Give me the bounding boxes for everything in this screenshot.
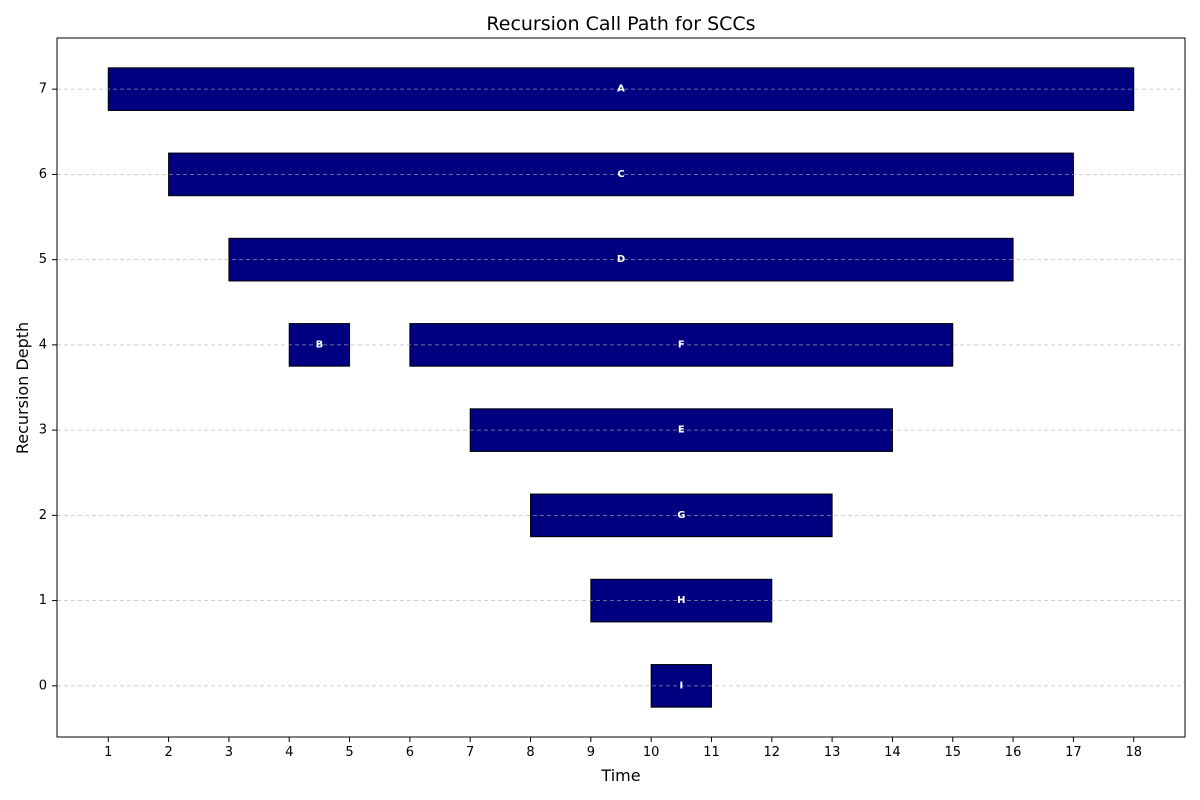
y-axis-ticks: 0 1 2 3 4 5 6 7 [39,82,57,693]
x-axis-label: Time [600,766,640,785]
x-tick-label: 10 [643,745,660,760]
x-tick-label: 5 [345,745,353,760]
x-tick-label: 4 [285,745,293,760]
x-tick-label: 11 [703,745,720,760]
bar-label-C: C [617,169,624,180]
bar-label-B: B [316,339,324,350]
x-tick-label: 7 [466,745,474,760]
y-tick-label: 2 [39,508,47,523]
bar-label-I: I [679,680,683,691]
x-tick-label: 1 [104,745,112,760]
x-tick-label: 16 [1005,745,1022,760]
bar-label-H: H [677,595,685,606]
bars [107,67,1135,708]
x-tick-label: 17 [1065,745,1082,760]
x-tick-label: 15 [944,745,961,760]
bar-labels: A C D B F E G H I [316,84,686,692]
bar-label-F: F [678,339,685,350]
x-tick-label: 9 [587,745,595,760]
y-tick-label: 5 [39,252,47,267]
y-tick-label: 1 [39,593,47,608]
gridlines [57,88,1185,687]
x-tick-label: 6 [406,745,414,760]
bar-label-D: D [617,254,625,265]
x-tick-label: 12 [764,745,781,760]
x-tick-label: 13 [824,745,841,760]
x-tick-label: 8 [526,745,534,760]
plot-frame [56,37,1186,738]
x-axis-ticks: 1 2 3 4 5 6 7 8 9 10 11 12 13 14 15 16 17 18 [104,737,1142,760]
x-tick-label: 18 [1125,745,1142,760]
y-tick-label: 3 [39,423,47,438]
bar-label-A: A [617,84,625,95]
x-tick-label: 14 [884,745,901,760]
y-tick-label: 6 [39,167,47,182]
y-tick-label: 4 [39,337,47,352]
y-tick-label: 7 [39,82,47,97]
x-tick-label: 3 [225,745,233,760]
y-axis-label: Recursion Depth [13,322,32,454]
x-tick-label: 2 [164,745,172,760]
bar-label-G: G [677,510,685,521]
chart-title: Recursion Call Path for SCCs [486,13,755,35]
y-tick-label: 0 [39,678,47,693]
bar-label-E: E [678,425,685,436]
